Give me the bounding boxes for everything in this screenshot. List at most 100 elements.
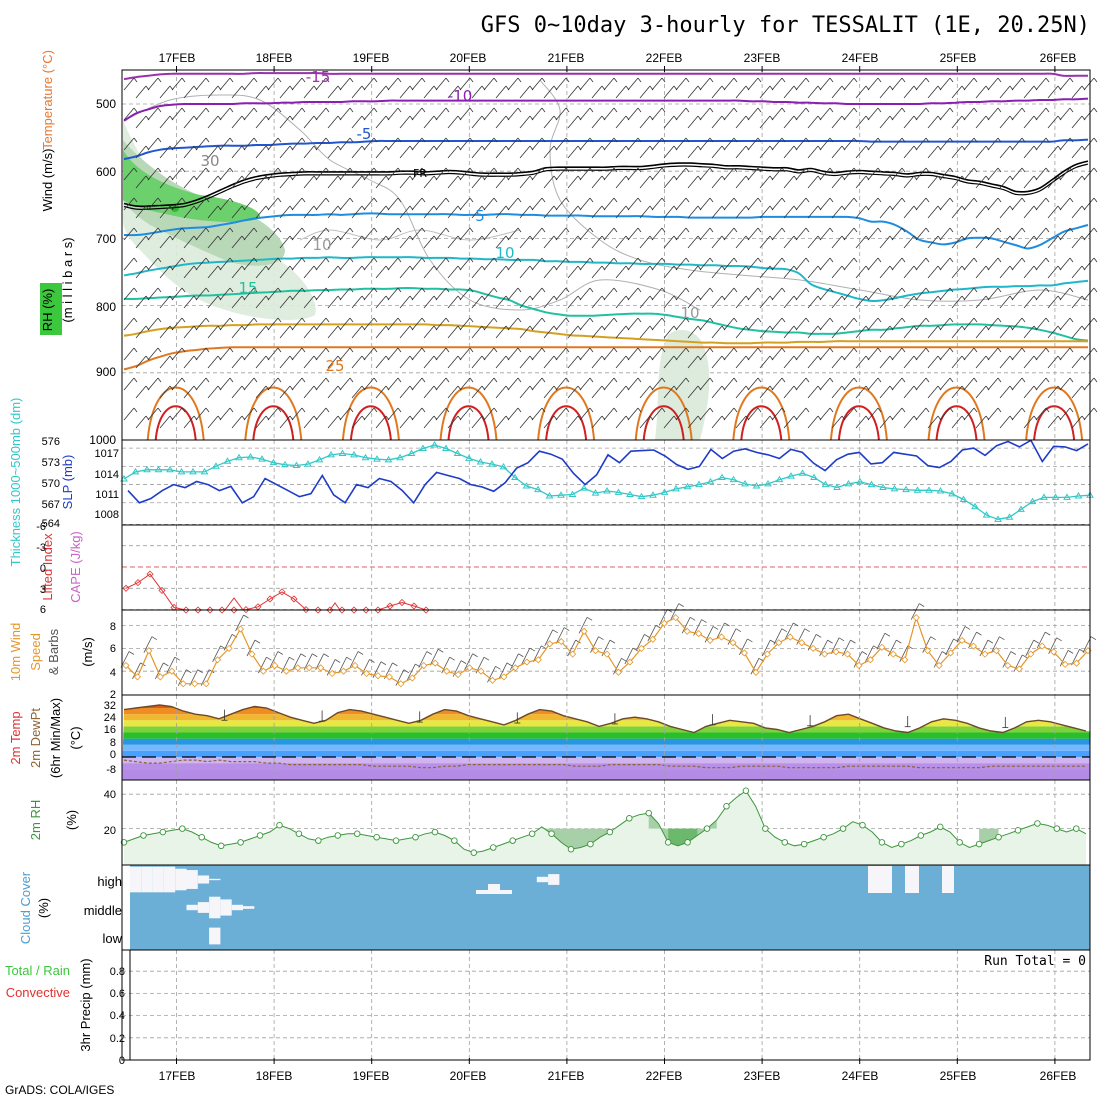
wind-barb-shaft xyxy=(315,347,327,361)
wind-barb xyxy=(579,407,594,421)
wind-barb-flag xyxy=(373,377,378,383)
wind-barb-flag xyxy=(565,107,570,113)
wind-barb xyxy=(699,197,714,211)
wind-barb xyxy=(747,257,762,271)
wind-barb xyxy=(915,137,930,151)
wind-barb-flag xyxy=(349,197,354,203)
date-bottom-23feb: 23FEB xyxy=(744,1069,781,1083)
wind-barb-flag xyxy=(349,317,354,323)
wind-barb xyxy=(963,257,978,271)
wind-barb-flag xyxy=(277,317,282,323)
wind-barb-shaft xyxy=(555,227,567,241)
wind-barb-shaft xyxy=(711,415,723,429)
wind-barb-flag xyxy=(661,257,666,263)
wind-barb-shaft xyxy=(555,377,567,391)
wind-barb xyxy=(747,77,762,91)
wind-barb-shaft xyxy=(1047,85,1059,99)
wind-barb-shaft xyxy=(123,377,135,391)
date-top-21feb: 21FEB xyxy=(548,51,585,65)
wind-barb-flag xyxy=(253,257,258,263)
wind-barb-shaft xyxy=(195,347,207,361)
wind-barb xyxy=(819,407,834,421)
wind-barb-flag xyxy=(493,407,498,413)
wind-barb-flag xyxy=(229,317,234,323)
wind-barb-shaft xyxy=(1011,377,1023,391)
wind-barb-shaft xyxy=(687,295,699,309)
wind-barb-shaft xyxy=(795,377,807,391)
thickness-point xyxy=(764,479,772,487)
wind-barb-flag xyxy=(1093,77,1098,83)
wind-barb-shaft xyxy=(231,85,243,99)
wind-barb-shaft xyxy=(795,137,807,151)
wind-barb-flag xyxy=(613,197,618,203)
wind-barb-flag xyxy=(493,287,498,293)
wind-barb-shaft xyxy=(915,197,927,211)
wind-barb xyxy=(339,407,354,421)
wind-barb-flag xyxy=(445,287,450,293)
cloud-level-middle: middle xyxy=(84,903,122,918)
wind-barb-shaft xyxy=(531,347,543,361)
wind-barb xyxy=(207,175,222,189)
wind-barb xyxy=(723,287,738,301)
rh-area-light xyxy=(123,120,316,320)
wind-barb-shaft xyxy=(987,197,999,211)
wind-barb-shaft xyxy=(735,205,747,219)
wind-barb-flag xyxy=(157,317,162,323)
wind-barb xyxy=(327,145,342,159)
wind-barb-flag xyxy=(709,227,714,233)
wind-barb xyxy=(507,197,522,211)
wind10-barb-shaft xyxy=(235,614,244,632)
wind10-barb-flag xyxy=(999,636,1005,641)
wind-barb-flag xyxy=(589,257,594,263)
wind-barb-flag xyxy=(685,137,690,143)
wind-barb-shaft xyxy=(171,197,183,211)
rh2m-point xyxy=(334,832,342,839)
wind-barb-shaft xyxy=(171,347,183,361)
wind-barb-flag xyxy=(685,167,690,173)
wind-barb-shaft xyxy=(543,385,555,399)
wind-barb xyxy=(159,145,174,159)
thickness-point xyxy=(166,465,174,473)
wind-barb-flag xyxy=(157,197,162,203)
wind-barb-shaft xyxy=(375,355,387,369)
wind-barb-shaft xyxy=(195,227,207,241)
wind10-barb-flag xyxy=(724,622,730,627)
wind-barb-shaft xyxy=(927,385,939,399)
wind-barb xyxy=(591,385,606,399)
wind-barb xyxy=(1059,77,1074,91)
wind-barb-shaft xyxy=(483,227,495,241)
wind-barb xyxy=(327,85,342,99)
thickness-point xyxy=(338,449,347,456)
wind-barb-flag xyxy=(397,347,402,353)
wind-barb-shaft xyxy=(843,107,855,121)
wind-barb xyxy=(1011,407,1026,421)
temp-contour-25-arc xyxy=(927,386,986,441)
wind-barb xyxy=(987,347,1002,361)
wind-barb-shaft xyxy=(879,355,891,369)
temp-contour-30-arc xyxy=(935,405,978,441)
wind-barb xyxy=(1083,257,1098,271)
wind-barb xyxy=(591,175,606,189)
wind-barb-shaft xyxy=(723,167,735,181)
thickness-point xyxy=(672,484,680,492)
wind-barb xyxy=(699,287,714,301)
wind-barb xyxy=(579,257,594,271)
wind-barb-shaft xyxy=(759,85,771,99)
wind-barb-shaft xyxy=(939,317,951,331)
temp-band xyxy=(122,757,1090,764)
wind-barb xyxy=(639,355,654,369)
wind-barb xyxy=(579,347,594,361)
cloud-cell-high xyxy=(175,868,187,891)
wind-barb xyxy=(927,175,942,189)
wind-barb-shaft xyxy=(591,325,603,339)
wind-barb-shaft xyxy=(831,115,843,129)
wind-barb xyxy=(351,355,366,369)
wind-barb-shaft xyxy=(639,295,651,309)
wind-barb-shaft xyxy=(507,137,519,151)
wind-barb xyxy=(459,287,474,301)
wind-barb-flag xyxy=(1021,377,1026,383)
wind-barb-flag xyxy=(325,257,330,263)
wind-barb-flag xyxy=(1069,257,1074,263)
wind-barb-flag xyxy=(1069,407,1074,413)
thickness-point xyxy=(982,511,991,518)
